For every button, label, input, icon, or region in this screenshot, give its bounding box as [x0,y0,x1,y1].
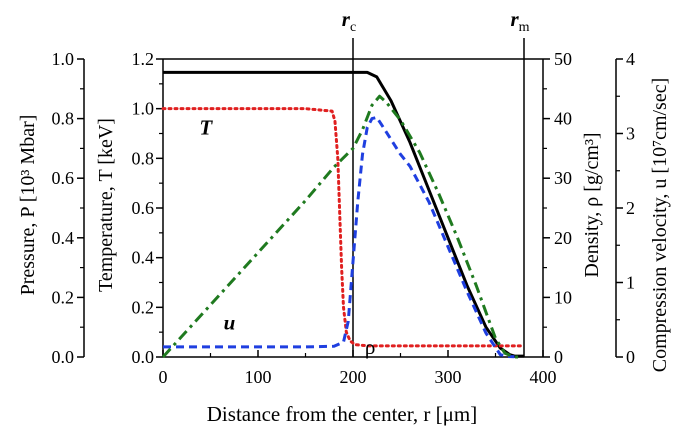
x-tick-label: 100 [245,367,272,387]
series-labels: P Tρ u [198,0,375,359]
velocity-axis-tick-label: 2 [626,198,635,218]
density-axis-tick-label: 10 [554,287,572,307]
pressure-axis-label: Pressure, P [10³ Mbar] [17,115,39,296]
pressure-axis-tick-label: 1.0 [52,49,75,69]
series-label-P: P [198,0,212,1]
velocity-axis-tick-label: 4 [626,49,635,69]
temperature-axis-tick-label: 0.8 [132,148,155,168]
temperature-axis-label: Temperature, T [keV] [95,118,117,292]
marker-label-rc: rc [342,7,356,35]
temperature-axis-tick-label: 0.6 [132,198,155,218]
pressure-axis-tick-label: 0.4 [52,228,75,248]
pressure-axis: 0.0 0.2 0.4 0.6 0.8 1.0 [52,49,85,367]
density-axis-tick-label: 0 [554,347,563,367]
x-axis: 0 100 200 300 400 [159,350,557,387]
density-axis-label: Density, ρ [g/cm³] [581,132,603,277]
x-tick-label: 300 [435,367,462,387]
velocity-axis-tick-label: 3 [626,124,635,144]
velocity-axis-tick-label: 1 [626,273,635,293]
temperature-axis-tick-label: 1.2 [132,49,155,69]
x-tick-label: 400 [530,367,557,387]
velocity-axis: 0 1 2 3 4 [616,49,635,367]
temperature-axis-tick-label: 1.0 [132,99,155,119]
series-group [163,72,524,357]
series-label-rho: ρ [365,335,375,359]
density-axis-tick-label: 50 [554,49,572,69]
series-label-u: u [224,310,236,334]
temperature-axis-tick-label: 0.0 [132,347,155,367]
density-axis-tick-label: 40 [554,109,572,129]
velocity-axis-label: Compression velocity, u [10⁷cm/sec] [649,78,671,373]
temperature-axis: 0.0 0.2 0.4 0.6 0.8 1.0 1.2 [132,49,164,367]
pressure-axis-tick-label: 0.6 [52,168,75,188]
velocity-axis-tick-label: 0 [626,347,635,367]
series-line-u [163,96,519,357]
density-axis-tick-label: 30 [554,168,572,188]
series-label-T: T [199,116,213,140]
pressure-axis-tick-label: 0.2 [52,287,75,307]
pressure-axis-tick-label: 0.0 [52,347,75,367]
density-axis: 0 10 20 30 40 50 [543,49,572,367]
temperature-axis-tick-label: 0.2 [132,297,155,317]
temperature-axis-tick-label: 0.4 [132,248,155,268]
x-tick-label: 200 [340,367,367,387]
density-axis-tick-label: 20 [554,228,572,248]
marker-label-rm: rm [510,7,529,35]
x-tick-label: 0 [159,367,168,387]
x-axis-label: Distance from the center, r [μm] [207,402,477,426]
series-line-T [163,109,524,346]
pressure-axis-tick-label: 0.8 [52,109,75,129]
